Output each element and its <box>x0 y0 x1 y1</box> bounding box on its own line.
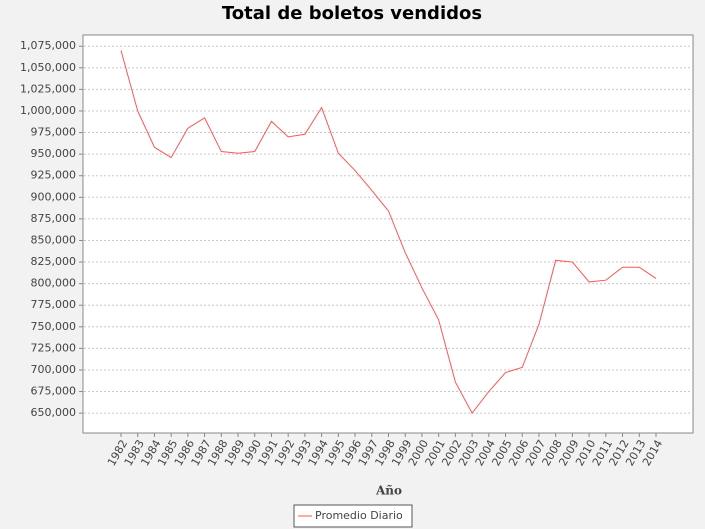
y-tick-label: 925,000 <box>31 169 77 182</box>
y-tick-label: 700,000 <box>31 363 77 376</box>
y-tick-label: 1,075,000 <box>20 39 76 52</box>
y-tick-label: 875,000 <box>31 212 77 225</box>
y-tick-label: 1,050,000 <box>20 61 76 74</box>
y-tick-label: 850,000 <box>31 233 77 246</box>
legend <box>293 504 413 528</box>
y-tick-label: 950,000 <box>31 147 77 160</box>
y-tick-label: 825,000 <box>31 255 77 268</box>
y-tick-label: 800,000 <box>31 277 77 290</box>
y-tick-label: 1,025,000 <box>20 82 76 95</box>
y-tick-label: 650,000 <box>31 406 77 419</box>
y-tick-label: 675,000 <box>31 385 77 398</box>
chart-title: Total de boletos vendidos <box>222 3 482 24</box>
y-tick-label: 775,000 <box>31 298 77 311</box>
line-series <box>120 50 657 415</box>
y-tick-label: 975,000 <box>31 126 77 139</box>
y-tick-label: 750,000 <box>31 320 77 333</box>
plot-area <box>82 34 694 434</box>
y-tick-label: 725,000 <box>31 341 77 354</box>
legend-label: Promedio Diario <box>315 509 403 522</box>
y-tick-label: 1,000,000 <box>20 104 76 117</box>
x-axis-label: Año <box>375 484 402 498</box>
y-tick-label: 900,000 <box>31 190 77 203</box>
